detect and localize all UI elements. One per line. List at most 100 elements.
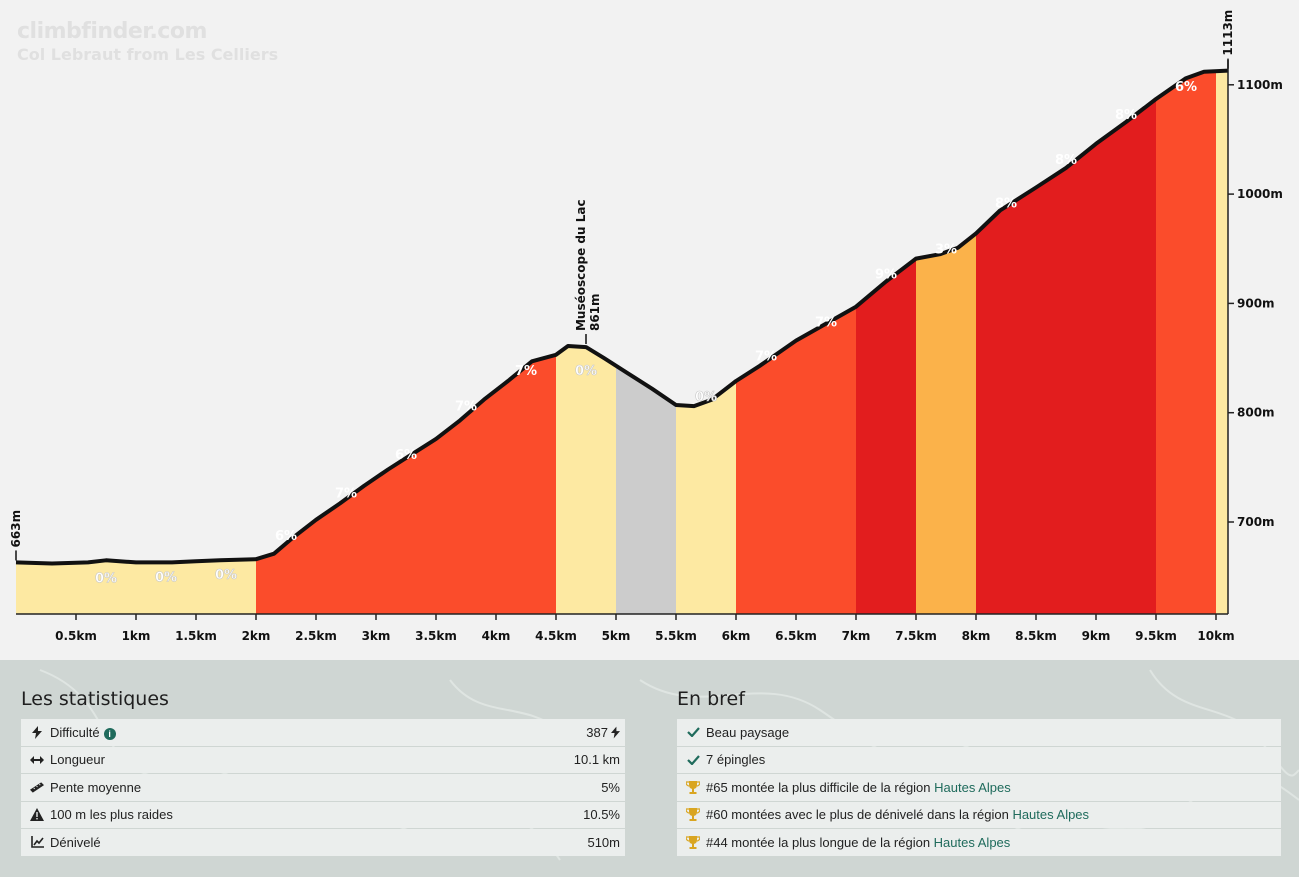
y-tick-label: 1000m: [1237, 187, 1283, 201]
watermark-brand: climbfinder.com Col Lebraut from Les Cel…: [17, 19, 278, 64]
chart-line-icon: [30, 835, 44, 849]
gradient-segment-4: [256, 519, 316, 614]
check-icon: [686, 725, 700, 739]
gradient-segment-7: [436, 390, 496, 614]
gradient-label-6: 6%: [395, 448, 417, 463]
x-tick-label: 8km: [962, 629, 991, 643]
region-link[interactable]: Hautes Alpes: [1012, 807, 1090, 823]
x-tick-label: 6.5km: [775, 629, 817, 643]
bolt-icon: [611, 726, 620, 739]
x-tick-label: 9km: [1082, 629, 1111, 643]
gradient-segment-19: [1156, 71, 1216, 615]
trophy-icon: [686, 808, 700, 822]
x-tick-label: 7km: [842, 629, 871, 643]
y-tick-label: 700m: [1237, 515, 1275, 529]
gradient-label-9: 0%: [575, 364, 597, 379]
x-tick-label: 8.5km: [1015, 629, 1057, 643]
x-tick-label: 5km: [602, 629, 631, 643]
gradient-segment-6: [376, 438, 436, 614]
brief-row: Beau paysage: [677, 719, 1281, 746]
stats-table: Difficulté i 387 Longueur 10.1 km Pente m…: [21, 719, 625, 857]
climb-name: Col Lebraut from Les Celliers: [17, 45, 279, 64]
gradient-segment-8: [496, 354, 556, 614]
info-panel: Les statistiques Difficulté i 387 Longueu…: [0, 660, 1299, 877]
bolt-icon: [30, 725, 44, 739]
gradient-label-7: 7%: [455, 399, 477, 414]
trophy-icon: [686, 835, 700, 849]
brief-text: 7 épingles: [706, 752, 766, 768]
gradient-label-2: 0%: [155, 570, 177, 585]
annotation-label: 1113m: [1221, 10, 1235, 56]
stats-title: Les statistiques: [21, 688, 169, 710]
stats-value-difficulty: 387: [586, 724, 608, 740]
stats-label-length: Longueur: [50, 752, 105, 768]
gradient-segment-0: [16, 562, 76, 614]
brief-text: #60 montées avec le plus de dénivelé dan…: [706, 807, 1013, 823]
gradient-segment-1: [76, 560, 136, 614]
region-link[interactable]: Hautes Alpes: [933, 834, 1011, 850]
x-tick-label: 6km: [722, 629, 751, 643]
stats-row-elevation-gain: Dénivelé 510m: [21, 829, 625, 856]
x-tick-label: 9.5km: [1135, 629, 1177, 643]
gradient-segment-18: [1096, 99, 1156, 614]
stats-label-steepest: 100 m les plus raides: [50, 807, 173, 823]
brief-row: #60 montées avec le plus de dénivelé dan…: [677, 801, 1281, 828]
brief-table: Beau paysage 7 épingles #65 montée la pl…: [677, 719, 1281, 857]
annotation-sublabel: 861m: [588, 293, 602, 331]
gradient-label-11: 0%: [695, 390, 717, 405]
stats-row-length: Longueur 10.1 km: [21, 746, 625, 773]
x-tick-label: 0.5km: [55, 629, 97, 643]
x-tick-label: 3km: [362, 629, 391, 643]
warning-icon: [30, 808, 44, 822]
gradient-label-3: 0%: [215, 568, 237, 583]
gradient-label-18: 8%: [1115, 108, 1137, 123]
arrows-horizontal-icon: [30, 753, 44, 767]
x-tick-label: 7.5km: [895, 629, 937, 643]
stats-value-length: 10.1 km: [573, 752, 620, 768]
gradient-segment-2: [136, 561, 196, 614]
stats-label-difficulty: Difficulté: [50, 724, 100, 740]
brief-title: En bref: [677, 688, 745, 710]
gradient-segment-15: [916, 233, 976, 614]
stats-label-avg-gradient: Pente moyenne: [50, 779, 142, 795]
gradient-segment-14: [856, 258, 916, 614]
x-tick-label: 2km: [242, 629, 271, 643]
gradient-segment-20: [1216, 70, 1228, 615]
x-tick-label: 4km: [482, 629, 511, 643]
profile-chart-area: 0% 0% 0% 6% 7% 6% 7% 7% 0% 0% 7% 7% 9% 3% 8% 8% 8% 6% 0.5k…: [9, 9, 1283, 643]
stats-value-elevation-gain: 510m: [587, 834, 620, 850]
gradient-label-4: 6%: [275, 529, 297, 544]
region-link[interactable]: Hautes Alpes: [934, 779, 1011, 795]
y-tick-label: 900m: [1237, 296, 1275, 310]
x-tick-label: 1.5km: [175, 629, 217, 643]
brief-row: #65 montée la plus difficile de la régio…: [677, 774, 1281, 801]
brief-text: #65 montée la plus difficile de la régio…: [706, 779, 935, 795]
site-name: climbfinder.com: [17, 19, 207, 44]
gradient-label-13: 7%: [815, 316, 837, 331]
trophy-icon: [686, 780, 700, 794]
x-tick-label: 5.5km: [655, 629, 697, 643]
brief-row: #44 montée la plus longue de la région H…: [677, 829, 1281, 856]
gradient-segment-16: [976, 187, 1036, 614]
annotation-label: 663m: [9, 510, 23, 548]
stats-row-difficulty: Difficulté i 387: [21, 719, 625, 746]
info-icon[interactable]: i: [103, 727, 116, 740]
brief-text: Beau paysage: [706, 724, 790, 740]
stats-value-steepest: 10.5%: [583, 807, 620, 823]
gradient-label-14: 9%: [875, 268, 897, 283]
gradient-label-17: 8%: [1055, 153, 1077, 168]
gradient-segment-13: [796, 306, 856, 614]
gradient-segment-11: [676, 381, 736, 614]
x-tick-label: 10km: [1197, 629, 1234, 643]
stats-label-elevation-gain: Dénivelé: [50, 834, 101, 850]
gradient-label-5: 7%: [335, 487, 357, 502]
stats-value-avg-gradient: 5%: [601, 779, 620, 795]
stats-row-avg-gradient: Pente moyenne 5%: [21, 774, 625, 801]
x-tick-label: 1km: [122, 629, 151, 643]
y-tick-label: 800m: [1237, 406, 1275, 420]
gradient-segment-12: [736, 340, 796, 614]
gradient-label-15: 3%: [935, 242, 957, 257]
annotation-label: Muséoscope du Lac: [574, 199, 588, 331]
gradient-segment-3: [196, 559, 256, 614]
x-tick-label: 2.5km: [295, 629, 337, 643]
